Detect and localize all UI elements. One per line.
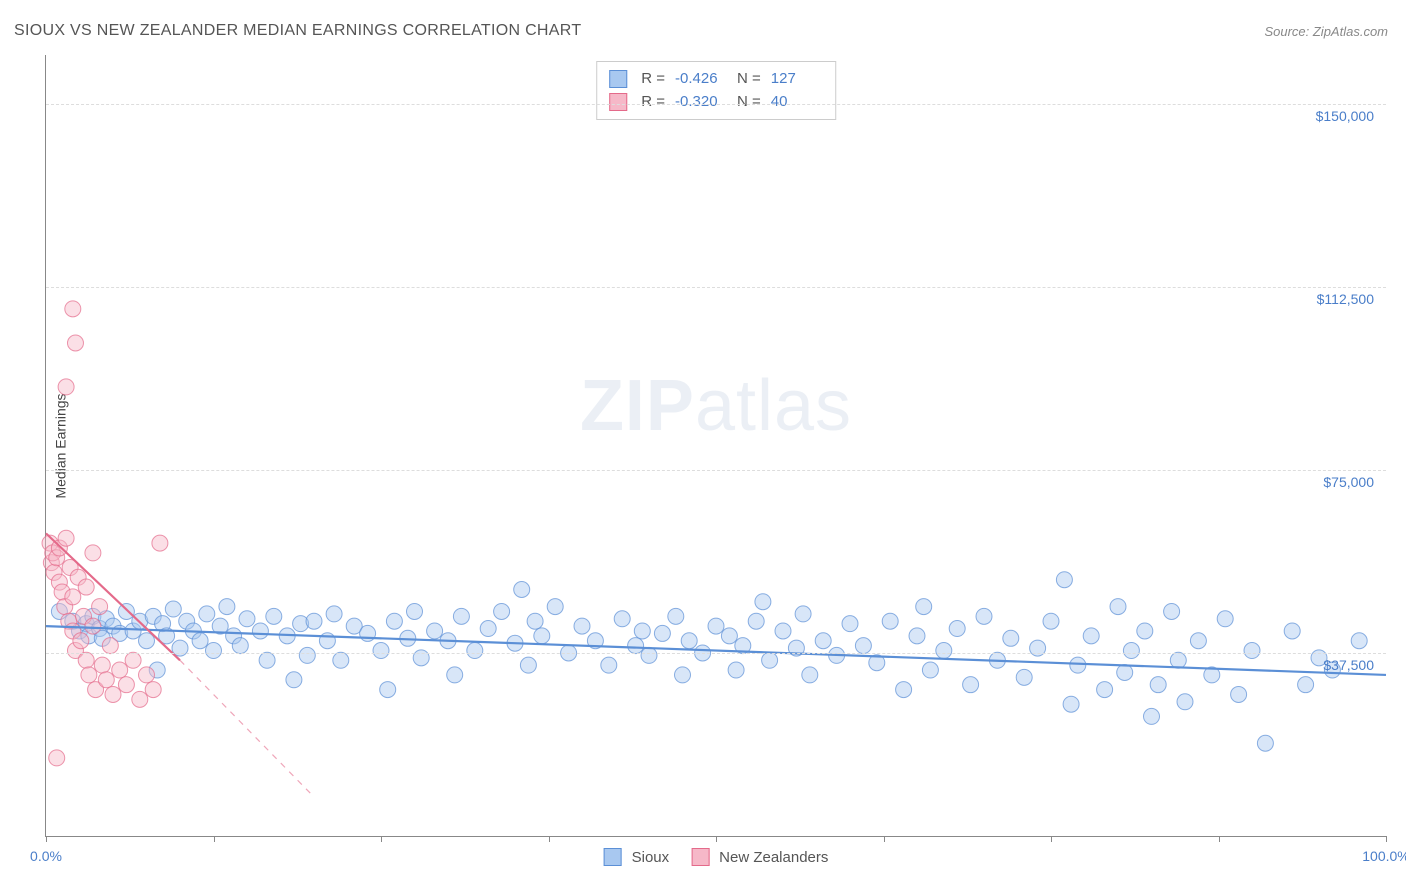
source-credit: Source: ZipAtlas.com — [1264, 24, 1388, 39]
plot-area: ZIPatlas R = -0.426 N = 127 R = -0.320 N… — [45, 55, 1386, 837]
chart-title: SIOUX VS NEW ZEALANDER MEDIAN EARNINGS C… — [14, 22, 581, 40]
legend-item-sioux: Sioux — [604, 848, 670, 866]
chart-container: SIOUX VS NEW ZEALANDER MEDIAN EARNINGS C… — [0, 0, 1406, 892]
legend-item-nz: New Zealanders — [691, 848, 828, 866]
legend-label-sioux: Sioux — [632, 849, 670, 866]
legend-label-nz: New Zealanders — [719, 849, 828, 866]
bottom-legend: Sioux New Zealanders — [604, 848, 829, 866]
plot-svg — [46, 55, 1386, 836]
legend-swatch-nz — [691, 848, 709, 866]
legend-swatch-sioux — [604, 848, 622, 866]
